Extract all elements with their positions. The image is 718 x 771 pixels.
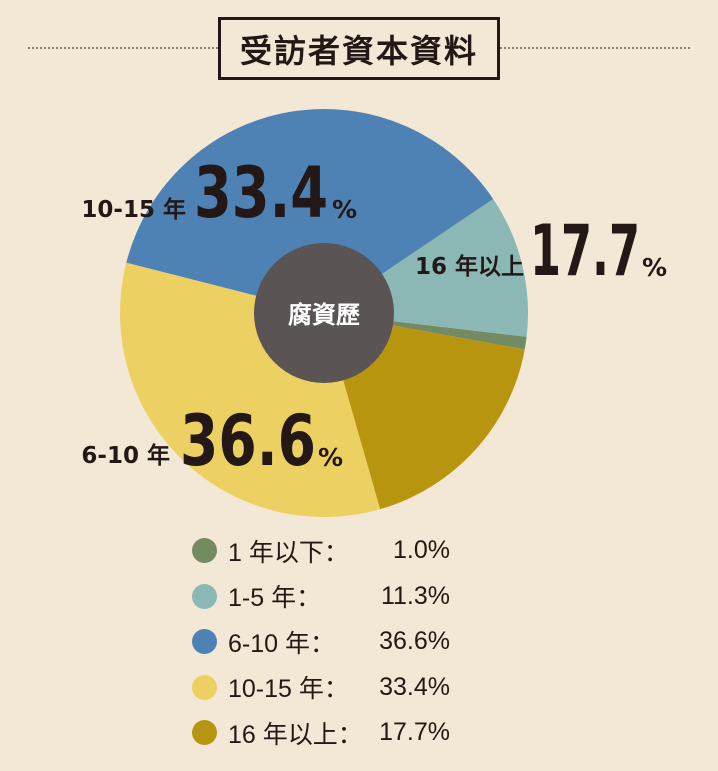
legend-swatch (192, 720, 217, 746)
pie-slice-6-10 (126, 109, 494, 314)
callout-value-6-10: 36.6 (180, 400, 316, 482)
legend-label: 6-10 年： (228, 629, 335, 658)
center-hole (254, 243, 394, 383)
callout-unit-10-15: % (332, 195, 357, 224)
pie-slices (120, 109, 529, 518)
callout-value-16-plus: 17.7 (530, 210, 640, 292)
legend-swatch (192, 629, 217, 655)
legend-label: 1 年以下： (228, 538, 349, 567)
legend-value: 36.6% (379, 627, 450, 656)
legend: 1 年以下： 1.0% 1-5 年： 11.3% 6-10 年： 36.6% 1… (192, 528, 450, 756)
legend-label: 16 年以上： (228, 720, 363, 749)
legend-label: 1-5 年： (228, 584, 322, 613)
legend-item-10-15: 10-15 年： 33.4% (192, 665, 450, 711)
callout-unit-16-plus: % (642, 253, 667, 282)
legend-item-under-1: 1 年以下： 1.0% (192, 528, 450, 574)
callout-value-10-15: 33.4 (194, 152, 328, 234)
legend-value: 1.0% (393, 536, 450, 565)
center-label: 腐資歷 (288, 301, 360, 329)
chart-title: 受訪者資本資料 (218, 17, 500, 80)
legend-item-1-5: 1-5 年： 11.3% (192, 574, 450, 620)
pie-slice-16-plus (324, 313, 525, 510)
callout-unit-6-10: % (318, 443, 343, 472)
callout-label-16-plus: 16 年以上 (415, 253, 524, 280)
legend-swatch (192, 583, 217, 609)
legend-swatch (192, 674, 217, 700)
callout-label-10-15: 10-15 年 (81, 196, 186, 223)
legend-item-6-10: 6-10 年： 36.6% (192, 619, 450, 665)
legend-swatch (192, 538, 217, 564)
legend-value: 17.7% (379, 718, 450, 747)
legend-item-16-plus: 16 年以上： 17.7% (192, 710, 450, 756)
legend-value: 33.4% (379, 672, 450, 701)
legend-label: 10-15 年： (228, 675, 349, 704)
legend-value: 11.3% (380, 581, 450, 610)
callout-label-6-10: 6-10 年 (81, 442, 170, 469)
